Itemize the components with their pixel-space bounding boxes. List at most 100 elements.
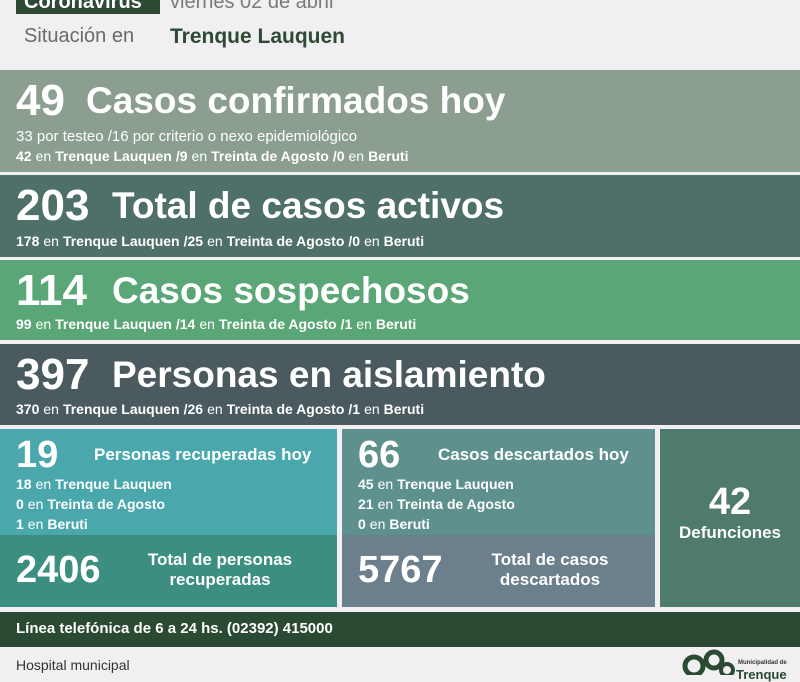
box-top [0,429,337,535]
location-line: 1 en Beruti [16,516,92,532]
location-line: 18 en Trenque Lauquen [16,476,176,492]
band-detail: 33 por testeo /16 por criterio o nexo ep… [16,128,358,145]
box-number: 19 [16,434,59,476]
separator: en [35,148,52,164]
box-bottom [0,535,337,607]
box-total-label: descartados [499,570,601,589]
box-number: 66 [358,434,401,476]
separator: en [207,401,223,417]
count: 21 [358,496,374,512]
count: /1 [348,401,361,417]
count: /25 [183,233,204,249]
separator: en [364,401,380,417]
logo-icon [682,649,735,675]
box-total-label: Total de personas [147,550,293,569]
hospital: Hospital municipal [16,657,130,673]
separator: en [356,316,372,332]
tag-box [16,0,160,14]
separator: en [27,496,44,512]
band [0,344,800,425]
place: Trenque Lauquen [397,476,514,492]
box-total: 5767 [358,549,443,591]
separator: en [27,516,44,532]
place: Trenque Lauquen [62,401,180,417]
count: 370 [16,401,40,417]
separator: en [377,476,394,492]
separator: en [369,516,386,532]
count: /1 [340,316,353,332]
band [0,70,800,172]
separator: en [35,316,52,332]
location-line: 370 en Trenque Lauquen/26 en Treinta de Agos… [16,401,428,417]
situation-place: Trenque Lauquen [170,25,346,48]
count: 0 [16,496,24,512]
separator: en [364,233,380,249]
phone-bar [0,612,800,647]
box-top [342,429,655,535]
count: 0 [358,516,366,532]
separator: en [191,148,208,164]
box-total-label: Total de casos [491,550,609,569]
band [0,260,800,340]
place: Treinta de Agosto [47,496,166,512]
count: 99 [16,316,32,332]
place: Treinta de Agosto [211,148,329,164]
location-line: 42 en Trenque Lauquen/9 en Treinta de Agosto… [16,148,413,164]
separator: en [348,148,365,164]
separator: en [35,476,52,492]
band-number: 114 [16,266,87,315]
separator: en [43,233,59,249]
date: viernes 02 de abril [170,0,334,13]
band-title: Personas en aislamiento [112,354,546,395]
phone: Línea telefónica de 6 a 24 hs. (02392) 4… [16,620,333,637]
tag: Coronavirus [24,0,142,13]
box-title: Casos descartados hoy [438,445,629,464]
logo-small: Municipalidad de [738,660,787,666]
separator: en [207,233,223,249]
box-title: Personas recuperadas hoy [94,445,312,464]
place: Trenque Lauquen [55,148,172,164]
location-line: 0 en Treinta de Agosto [16,496,169,512]
count: 42 [16,148,32,164]
band-number: 397 [16,350,90,399]
separator: en [377,496,394,512]
place: Beruti [47,516,88,532]
place: Beruti [389,516,430,532]
deaths-box [660,429,800,607]
count: /14 [175,316,196,332]
location-line: 99 en Trenque Lauquen/14 en Treinta de Agost… [16,316,420,332]
count: 18 [16,476,32,492]
band [0,175,800,257]
place: Treinta de Agosto [397,496,515,512]
place: Treinta de Agosto [226,233,345,249]
count: 178 [16,233,40,249]
place: Beruti [368,148,409,164]
box-bottom [342,535,655,607]
box-total: 2406 [16,549,101,591]
deaths-label: Defunciones [678,523,782,542]
location-line: 21 en Treinta de Agosto [358,496,519,512]
situation-label: Situación en [24,25,135,47]
band-number: 49 [16,76,65,125]
place: Beruti [383,233,425,249]
box-total-label: recuperadas [169,570,271,589]
band-title: Total de casos activos [112,185,505,226]
deaths-number: 42 [708,481,752,523]
count: /0 [348,233,361,249]
count: 1 [16,516,24,532]
location-line: 178 en Trenque Lauquen/25 en Treinta de Agos… [16,233,428,249]
count: /0 [332,148,345,164]
place: Trenque Lauquen [55,316,172,332]
place: Beruti [383,401,425,417]
band-title: Casos confirmados hoy [86,80,506,121]
location-line: 0 en Beruti [358,516,434,532]
count: /9 [175,148,188,164]
place: Trenque Lauquen [55,476,172,492]
count: 45 [358,476,374,492]
band-title: Casos sospechosos [112,270,470,311]
place: Treinta de Agosto [226,401,345,417]
place: Beruti [375,316,417,332]
band-number: 203 [16,181,90,230]
count: /26 [183,401,204,417]
